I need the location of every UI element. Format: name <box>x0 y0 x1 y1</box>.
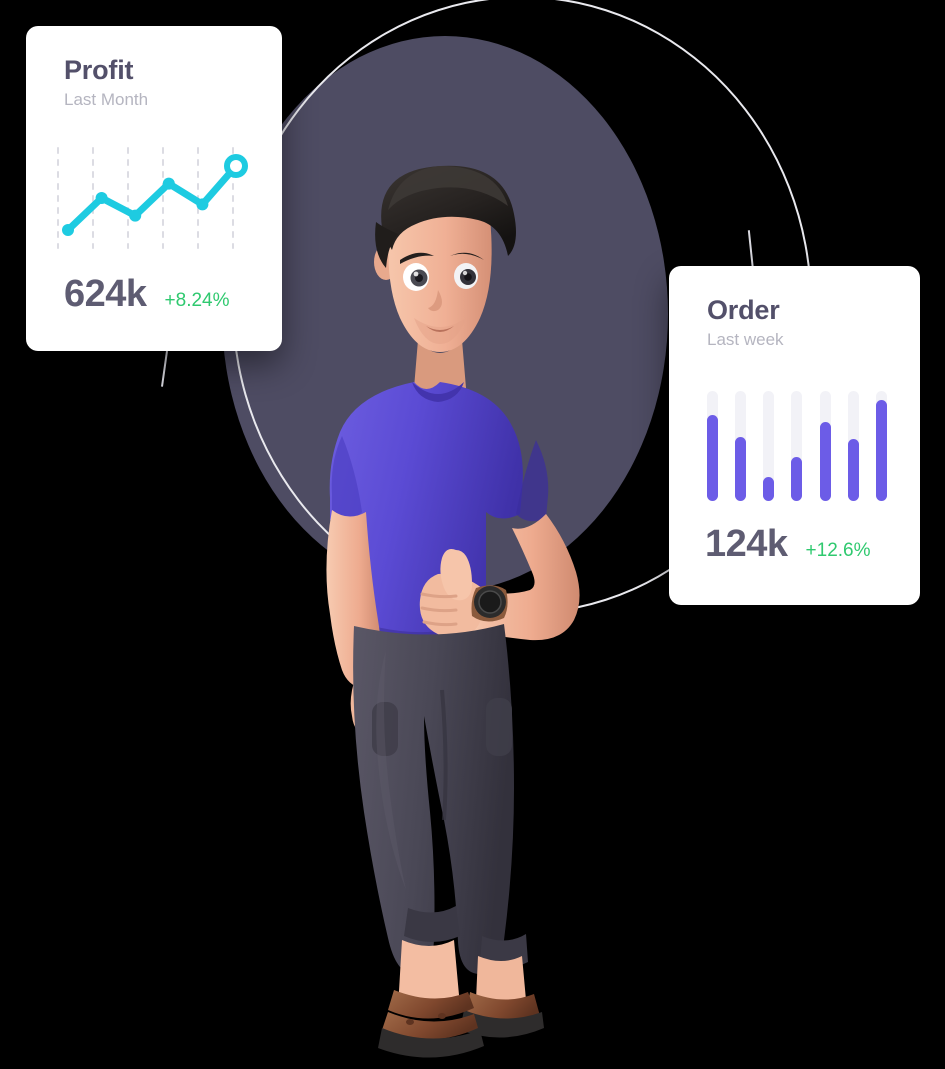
profit-card-title: Profit <box>64 55 134 85</box>
order-card-footer: 124k +12.6% <box>705 525 871 563</box>
profit-line-chart[interactable] <box>54 144 250 252</box>
order-card-subtitle: Last week <box>707 330 784 350</box>
bar-slot[interactable] <box>763 391 775 501</box>
bar-slot[interactable] <box>819 391 831 501</box>
order-card[interactable]: Order Last week <box>669 266 920 605</box>
order-card-inner: Order Last week <box>669 266 920 605</box>
bar-fill <box>763 476 775 501</box>
profit-value: 624k <box>64 273 147 315</box>
bar-fill <box>707 415 718 501</box>
profit-delta: +8.24% <box>164 290 230 311</box>
bar-track <box>763 391 775 501</box>
profit-card-subtitle: Last Month <box>64 90 149 110</box>
profit-card[interactable]: Profit Last Month <box>26 26 282 351</box>
bar-fill <box>819 421 831 501</box>
bar-fill <box>735 437 747 501</box>
character-illustration <box>290 150 620 1060</box>
bar-track <box>791 391 803 501</box>
profit-card-footer: 624k +8.24% <box>64 275 230 313</box>
bar-fill <box>847 439 859 501</box>
bar-slot[interactable] <box>735 391 747 501</box>
chart-point-highlight <box>224 154 248 178</box>
order-value: 124k <box>705 523 788 565</box>
bar-slot[interactable] <box>791 391 803 501</box>
profit-card-inner: Profit Last Month <box>26 26 282 351</box>
order-card-title: Order <box>707 295 780 325</box>
order-bar-chart[interactable] <box>707 391 887 501</box>
chart-line <box>64 162 240 234</box>
bar-slot[interactable] <box>847 391 859 501</box>
chart-points <box>62 177 209 236</box>
connector-line-profit <box>160 350 168 387</box>
order-delta: +12.6% <box>805 540 871 561</box>
bar-fill <box>875 399 887 501</box>
bar-fill <box>791 457 803 501</box>
bar-slot[interactable] <box>875 391 887 501</box>
bar-slot[interactable] <box>707 391 718 501</box>
